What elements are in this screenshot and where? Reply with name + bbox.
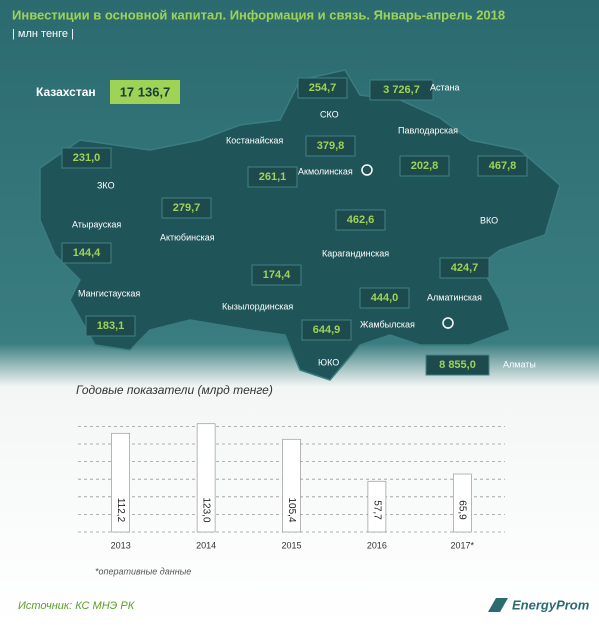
x-tick-label: 2013 — [111, 540, 131, 550]
region-value: 279,7 — [173, 202, 201, 214]
region-name: СКО — [320, 109, 339, 119]
region-value: 183,1 — [97, 320, 125, 332]
region-box — [359, 287, 410, 309]
bar-label: 123,0 — [200, 497, 211, 522]
region-value: 254,7 — [309, 82, 337, 94]
region-name: Атырауская — [72, 219, 121, 229]
region-box — [477, 155, 528, 177]
bar — [196, 423, 216, 533]
x-tick-label: 2015 — [281, 540, 301, 550]
bar — [452, 473, 472, 533]
region-box — [399, 155, 450, 177]
x-tick-label: 2014 — [196, 540, 216, 550]
bar — [367, 480, 387, 533]
x-tick-label: 2016 — [367, 540, 387, 550]
region-name: Алматы — [503, 359, 536, 369]
region-box — [61, 242, 112, 264]
region-box — [85, 315, 136, 337]
x-tick-label: 2017* — [451, 540, 475, 550]
total-box — [110, 80, 180, 104]
bar — [111, 432, 130, 533]
region-name: Актюбинская — [160, 232, 215, 242]
region-box — [251, 264, 302, 286]
source: Источник: КС МНЭ РК — [18, 600, 135, 612]
region-value: 444,0 — [371, 292, 399, 304]
region-value: 467,8 — [489, 160, 517, 172]
region-name: Астана — [430, 82, 460, 92]
region-box — [61, 147, 112, 169]
total-name: Казахстан — [36, 85, 96, 99]
title: Инвестиции в основной капитал. Информаци… — [12, 7, 505, 22]
chart-title: Годовые показатели (млрд тенге) — [76, 383, 273, 397]
region-box — [335, 209, 386, 231]
region-value: 644,9 — [313, 324, 341, 336]
region-name: ЗКО — [97, 180, 115, 190]
region-value: 462,6 — [347, 214, 375, 226]
region-box — [439, 257, 490, 279]
bar — [282, 438, 301, 533]
region-name: Алматинская — [427, 292, 482, 302]
region-box — [301, 319, 352, 341]
almaty-marker — [442, 317, 454, 329]
region-name: ЮКО — [318, 357, 339, 367]
logo: EnergyProm — [512, 597, 590, 612]
region-name: Карагандинская — [322, 248, 389, 258]
bar-label: 112,2 — [115, 498, 126, 523]
region-name: ВКО — [480, 215, 498, 225]
region-box — [425, 354, 490, 376]
region-name: Павлодарская — [398, 125, 458, 135]
logo-icon — [488, 598, 508, 612]
bar-label: 105,4 — [286, 497, 297, 522]
region-name: Жамбылская — [360, 319, 415, 329]
region-box — [297, 77, 348, 99]
bar-label: 65,9 — [457, 500, 468, 520]
region-name: Кызылординская — [222, 301, 293, 311]
region-name: Костанайская — [226, 135, 283, 145]
region-value: 202,8 — [411, 160, 439, 172]
subtitle: | млн тенге | — [12, 28, 74, 40]
region-value: 231,0 — [73, 152, 101, 164]
region-value: 144,4 — [73, 247, 101, 259]
region-value: 424,7 — [451, 262, 479, 274]
astana-marker — [361, 164, 373, 176]
total-value: 17 136,7 — [120, 84, 171, 99]
map — [39, 69, 561, 381]
region-value: 379,8 — [317, 140, 345, 152]
region-box — [161, 197, 212, 219]
region-name: Акмолинская — [298, 166, 353, 176]
region-box — [369, 79, 434, 101]
region-box — [247, 166, 298, 188]
bar-label: 57,7 — [371, 500, 382, 520]
region-box — [305, 135, 356, 157]
region-name: Мангистауская — [78, 288, 140, 298]
region-value: 261,1 — [259, 171, 287, 183]
region-value: 174,4 — [263, 269, 291, 281]
region-value: 3 726,7 — [383, 84, 420, 96]
footnote: *оперативные данные — [95, 566, 191, 576]
region-value: 8 855,0 — [439, 359, 476, 371]
